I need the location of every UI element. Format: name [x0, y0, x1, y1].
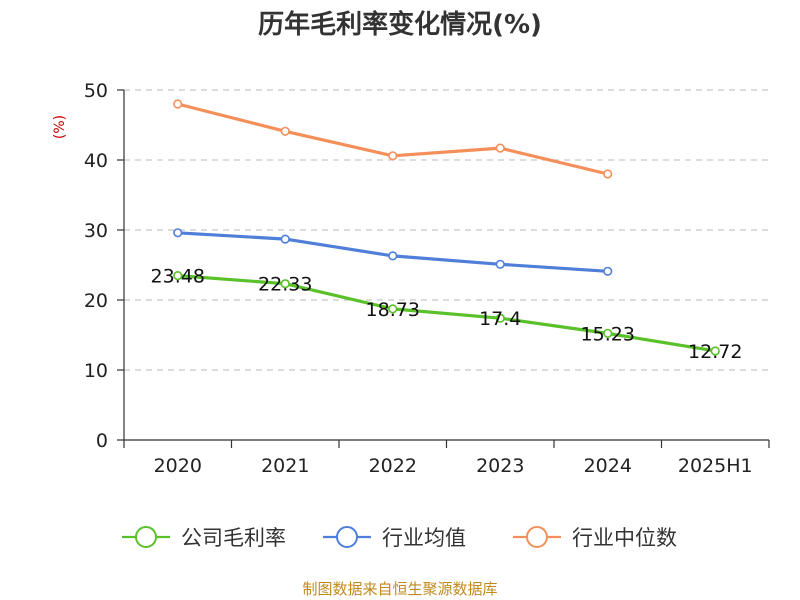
data-point-公司毛利率-2021: [280, 279, 290, 289]
data-point-行业中位数-2023: [495, 143, 505, 153]
x-tick-label-2023: 2023: [476, 455, 524, 477]
legend-item-行业中位数[interactable]: 行业中位数: [513, 526, 677, 550]
x-tick-label-2021: 2021: [261, 455, 309, 477]
data-point-公司毛利率-2022: [388, 304, 398, 314]
x-tick-label-2022: 2022: [369, 455, 417, 477]
gridlines: [124, 89, 769, 371]
data-point-公司毛利率-2023: [495, 313, 505, 323]
legend-item-行业均值[interactable]: 行业均值: [323, 526, 466, 550]
legend-marker-行业中位数: [526, 526, 548, 548]
chart-title: 历年毛利率变化情况(%): [258, 9, 542, 40]
data-label-2024: 15.23: [581, 323, 635, 345]
y-axis-unit: (%): [52, 115, 68, 139]
data-label-2020: 23.48: [151, 266, 205, 288]
data-point-公司毛利率-2020: [173, 271, 183, 281]
legend-label-行业中位数: 行业中位数: [572, 526, 677, 550]
data-labels: 23.48 22.33 18.73 17.4 15.23 12.72: [151, 266, 743, 363]
legend-marker-行业均值: [336, 526, 358, 548]
axes: 0 10 20 30 40 50 2020 2021 2022 2023 2024 2025H1: [84, 80, 770, 477]
x-tick-label-2025H1: 2025H1: [678, 455, 753, 477]
y-tick-label-50: 50: [84, 80, 108, 102]
series-points: [173, 99, 720, 356]
data-point-行业中位数-2024: [603, 169, 613, 179]
data-point-公司毛利率-2025H1: [710, 346, 720, 356]
legend-label-公司毛利率: 公司毛利率: [181, 526, 286, 550]
data-point-行业中位数-2022: [388, 151, 398, 161]
data-label-2023: 17.4: [479, 308, 521, 330]
series-line-公司毛利率: [177, 274, 716, 353]
data-point-行业均值-2020: [173, 228, 183, 238]
legend-item-公司毛利率[interactable]: 公司毛利率: [122, 526, 286, 550]
series-line-行业中位数: [177, 102, 609, 176]
legend-label-行业均值: 行业均值: [382, 526, 466, 550]
data-label-2021: 22.33: [258, 274, 312, 296]
data-point-行业均值-2021: [280, 234, 290, 244]
y-tick-label-10: 10: [84, 360, 108, 382]
y-tick-label-20: 20: [84, 290, 108, 312]
data-label-2022: 18.73: [366, 299, 420, 321]
y-tick-label-30: 30: [84, 220, 108, 242]
data-point-行业均值-2023: [495, 259, 505, 269]
source-note: 制图数据来自恒生聚源数据库: [302, 580, 497, 598]
legend[interactable]: 公司毛利率 行业均值 行业中位数: [122, 526, 677, 550]
data-point-行业中位数-2021: [280, 126, 290, 136]
legend-marker-公司毛利率: [135, 526, 157, 548]
x-tick-label-2020: 2020: [154, 455, 202, 477]
data-point-行业均值-2022: [388, 251, 398, 261]
data-point-行业均值-2024: [603, 266, 613, 276]
y-tick-label-0: 0: [96, 430, 108, 452]
data-point-行业中位数-2020: [173, 99, 183, 109]
data-point-公司毛利率-2024: [603, 328, 613, 338]
x-tick-label-2024: 2024: [584, 455, 632, 477]
series-lines: [177, 102, 716, 353]
data-label-2025H1: 12.72: [688, 341, 742, 363]
y-tick-label-40: 40: [84, 150, 108, 172]
